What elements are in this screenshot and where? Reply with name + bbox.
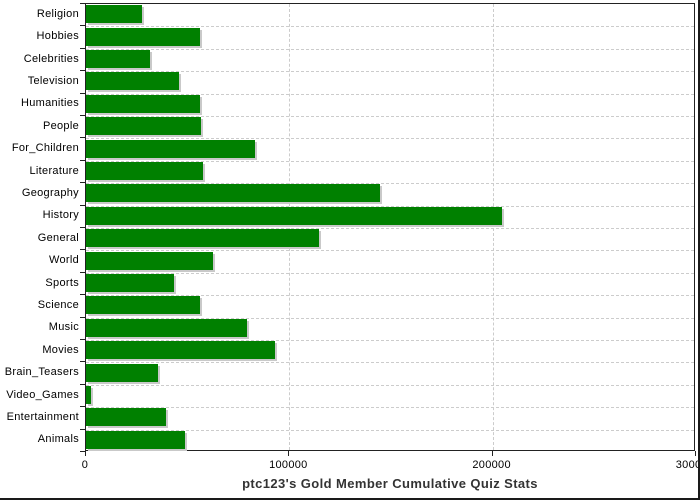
gridline-row-boundary <box>86 250 694 252</box>
gridline-row-boundary <box>86 429 694 431</box>
y-tick-label-celebrities: Celebrities <box>23 52 79 65</box>
y-axis-tick <box>80 428 85 430</box>
bar-people <box>86 117 201 136</box>
bar-movies <box>86 341 275 360</box>
x-axis-tick-0 <box>85 451 86 456</box>
y-tick-label-geography: Geography <box>21 186 79 199</box>
bar-religion <box>86 5 142 24</box>
y-tick-label-world: World <box>48 254 79 267</box>
y-axis-tick <box>80 406 85 408</box>
gridline-row-boundary <box>86 93 694 95</box>
y-tick-label-history: History <box>42 209 79 222</box>
bar-general <box>86 229 319 248</box>
bar-literature <box>86 162 203 180</box>
y-axis-tick <box>80 451 85 452</box>
y-tick-label-brain_teasers: Brain_Teasers <box>4 366 79 379</box>
y-tick-label-religion: Religion <box>36 7 79 20</box>
bar-sports <box>86 274 174 292</box>
plot-area <box>85 3 695 451</box>
y-axis-tick <box>80 47 85 49</box>
bar-music <box>86 318 247 337</box>
x-tick-label-0: 0 <box>81 459 89 471</box>
bar-celebrities <box>86 50 150 68</box>
y-axis-tick <box>80 182 85 184</box>
y-tick-label-television: Television <box>27 74 79 87</box>
x-axis-tick-300000 <box>695 451 696 456</box>
y-axis-tick <box>80 137 85 139</box>
gridline-row-boundary <box>86 272 694 274</box>
gridline-row-boundary <box>86 116 694 117</box>
gridline-row-boundary <box>86 71 694 73</box>
bar-humanities <box>86 94 200 113</box>
bar-for_children <box>86 139 255 158</box>
y-axis-tick <box>80 271 85 273</box>
bar-video_games <box>86 386 91 404</box>
gridline-row-boundary <box>86 362 694 364</box>
y-axis-tick <box>80 339 85 340</box>
gridline-row-boundary <box>86 295 694 297</box>
gridline-row-boundary <box>86 317 694 319</box>
gridline-row-boundary <box>86 160 694 162</box>
bar-world <box>86 251 213 270</box>
y-tick-label-music: Music <box>48 321 79 334</box>
y-tick-label-entertainment: Entertainment <box>6 410 79 423</box>
y-axis-tick <box>80 70 85 72</box>
y-axis-tick <box>80 204 85 206</box>
bar-hobbies <box>86 27 200 46</box>
x-axis-tick-200000 <box>491 451 493 456</box>
gridline-row-boundary <box>86 183 694 185</box>
bar-science <box>86 296 200 315</box>
y-axis-tick <box>80 92 85 94</box>
y-axis-tick <box>80 383 85 385</box>
y-tick-label-science: Science <box>37 298 79 311</box>
y-axis-tick <box>80 227 85 228</box>
y-tick-label-sports: Sports <box>45 276 79 289</box>
y-axis-tick <box>80 294 85 296</box>
y-tick-label-hobbies: Hobbies <box>36 30 79 43</box>
bar-television <box>86 72 179 91</box>
gridline-row-boundary <box>86 228 694 229</box>
gridline-row-boundary <box>86 407 694 409</box>
y-tick-label-video_games: Video_Games <box>6 388 79 401</box>
y-axis-tick <box>80 25 85 27</box>
y-tick-label-movies: Movies <box>42 343 79 356</box>
bar-brain_teasers <box>86 363 158 382</box>
bar-geography <box>86 184 380 203</box>
gridline-row-boundary <box>86 205 694 207</box>
gridline-row-boundary <box>86 384 694 386</box>
bar-animals <box>86 430 185 449</box>
y-tick-label-for_children: For_Children <box>11 142 79 155</box>
gridline-row-boundary <box>86 48 694 50</box>
y-axis-tick <box>80 316 85 318</box>
y-tick-label-general: General <box>37 231 79 244</box>
gridline-row-boundary <box>86 138 694 140</box>
gridline-x-100000 <box>289 4 291 450</box>
bar-entertainment <box>86 408 166 427</box>
x-axis-tick-100000 <box>288 451 290 456</box>
gridline-row-boundary <box>86 26 694 28</box>
x-tick-label-300000: 300000 <box>675 459 698 471</box>
gridline-x-200000 <box>492 4 494 450</box>
y-axis-tick <box>80 361 85 363</box>
y-axis-tick <box>80 115 85 116</box>
y-axis-tick <box>80 159 85 161</box>
gridline-row-boundary <box>86 340 694 341</box>
y-tick-label-literature: Literature <box>29 164 79 177</box>
y-tick-label-humanities: Humanities <box>20 97 79 110</box>
x-tick-label-100000: 100000 <box>269 459 308 471</box>
y-axis-tick <box>80 249 85 251</box>
y-tick-label-people: People <box>42 119 79 132</box>
chart-title: ptc123's Gold Member Cumulative Quiz Sta… <box>242 476 538 491</box>
y-axis-tick <box>80 3 85 4</box>
y-tick-label-animals: Animals <box>37 433 79 446</box>
x-tick-label-200000: 200000 <box>472 459 511 471</box>
bar-history <box>86 206 502 225</box>
